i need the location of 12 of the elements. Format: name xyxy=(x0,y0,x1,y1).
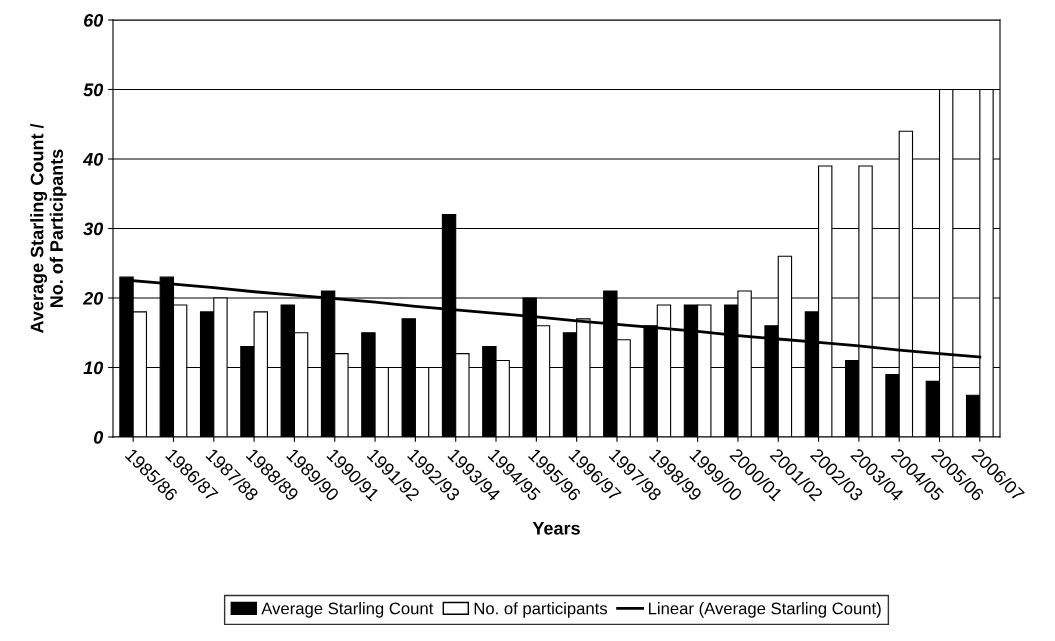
y-tick-label: 30 xyxy=(83,222,104,236)
y-axis-title: Average Starling Count / No. of Participants xyxy=(30,123,67,334)
y-tick-label: 0 xyxy=(93,430,104,444)
x-axis-title: Years xyxy=(532,522,580,535)
legend-label: Average Starling Count xyxy=(261,602,434,618)
y-tick-label: 10 xyxy=(83,361,104,375)
y-tick-label: 50 xyxy=(83,83,104,97)
y-tick-label: 20 xyxy=(82,291,104,305)
legend-label: No. of participants xyxy=(474,602,608,618)
y-tick-label: 60 xyxy=(84,13,104,27)
y-tick-label: 40 xyxy=(82,152,104,166)
legend-label: Linear (Average Starling Count) xyxy=(649,602,881,618)
